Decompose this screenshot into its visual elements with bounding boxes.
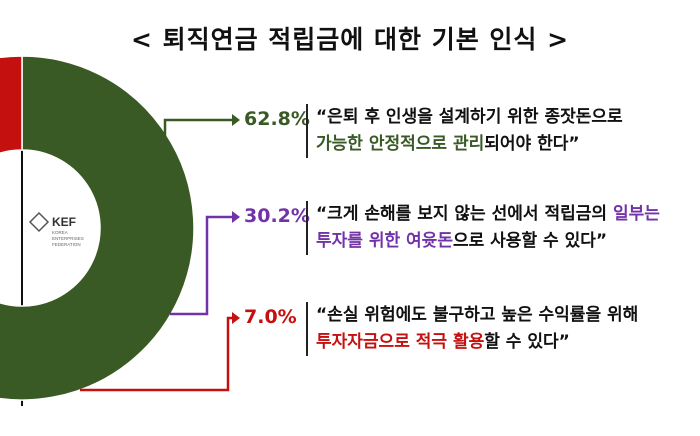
- quote-text: 되어야 한다”: [484, 134, 580, 154]
- leader-line-2: [170, 215, 232, 316]
- data-label-1: 62.8%: [244, 108, 310, 130]
- arrow-head-icon: [232, 211, 240, 223]
- highlight-text: 투자자금으로 적극 활용: [316, 332, 485, 352]
- highlight-text: 가능한 안정적으로 관리: [316, 134, 485, 154]
- highlight-text: 일부는: [612, 204, 660, 224]
- chart-title: < 퇴직연금 적립금에 대한 기본 인식 >: [130, 25, 570, 54]
- slice-3: [0, 55, 23, 155]
- arrow-head-icon: [232, 312, 240, 324]
- quote-2: “크게 손해를 보지 않는 선에서 적립금의 일부는 투자를 위한 여윳돈으로 사…: [306, 201, 660, 255]
- quote-line: “크게 손해를 보지 않는 선에서 적립금의 일부는: [316, 201, 660, 228]
- logo-subtext: ENTERPRISES: [52, 236, 84, 241]
- arrow-head-icon: [232, 114, 240, 126]
- logo-text: KEF: [52, 215, 76, 229]
- quote-line: 투자자금으로 적극 활용할 수 있다”: [316, 329, 638, 356]
- quote-text: 으로 사용할 수 있다”: [452, 231, 608, 251]
- data-label-2: 30.2%: [244, 205, 310, 227]
- quote-text: “은퇴 후 인생을 설계하기 위한 종잣돈으로: [316, 107, 623, 127]
- logo-subtext: KOREA: [52, 230, 68, 235]
- quote-line: 가능한 안정적으로 관리되어야 한다”: [316, 131, 623, 158]
- leader-line-3: [80, 316, 232, 392]
- logo-mark-icon: [28, 211, 50, 233]
- quote-line: 투자를 위한 여윳돈으로 사용할 수 있다”: [316, 228, 660, 255]
- quote-line: “은퇴 후 인생을 설계하기 위한 종잣돈으로: [316, 104, 623, 131]
- data-label-3: 7.0%: [244, 306, 297, 328]
- highlight-text: 투자를 위한 여윳돈: [316, 231, 453, 251]
- quote-text: 할 수 있다”: [484, 332, 570, 352]
- slice-1: [0, 55, 195, 401]
- quote-line: “손실 위험에도 불구하고 높은 수익률을 위해: [316, 302, 638, 329]
- leader-line-1: [163, 118, 232, 295]
- logo-subtext: FEDERATION: [52, 242, 81, 247]
- quote-text: “손실 위험에도 불구하고 높은 수익률을 위해: [316, 305, 639, 325]
- quote-text: “크게 손해를 보지 않는 선에서 적립금의: [316, 204, 613, 224]
